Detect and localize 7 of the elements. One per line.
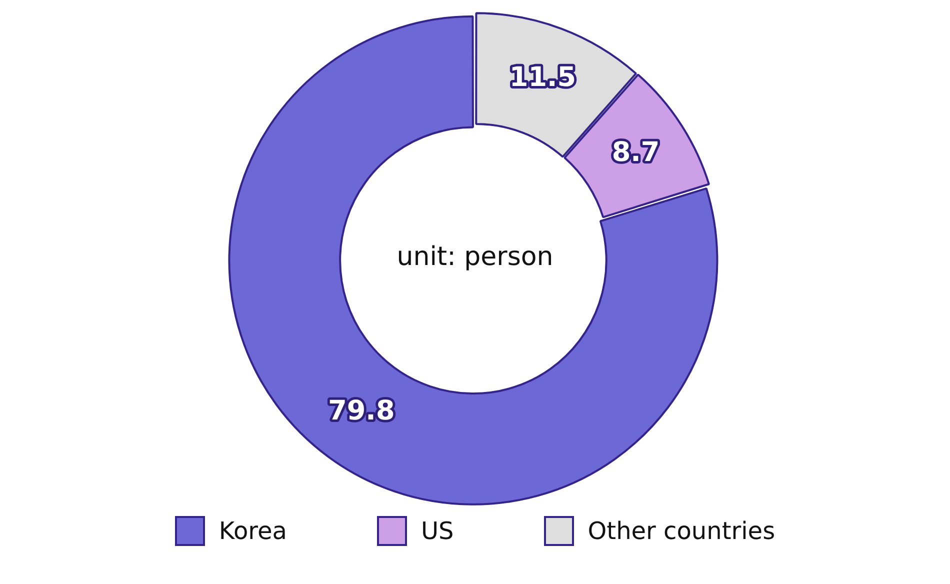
legend-label: Korea bbox=[218, 517, 287, 545]
data-label: 11.5 bbox=[509, 62, 576, 93]
data-label: 8.7 bbox=[612, 136, 660, 168]
text: unit: person bbox=[396, 242, 554, 272]
legend-label: US bbox=[420, 517, 454, 545]
legend-label: Other countries bbox=[588, 517, 776, 545]
data-label: 79.8 bbox=[328, 395, 395, 426]
